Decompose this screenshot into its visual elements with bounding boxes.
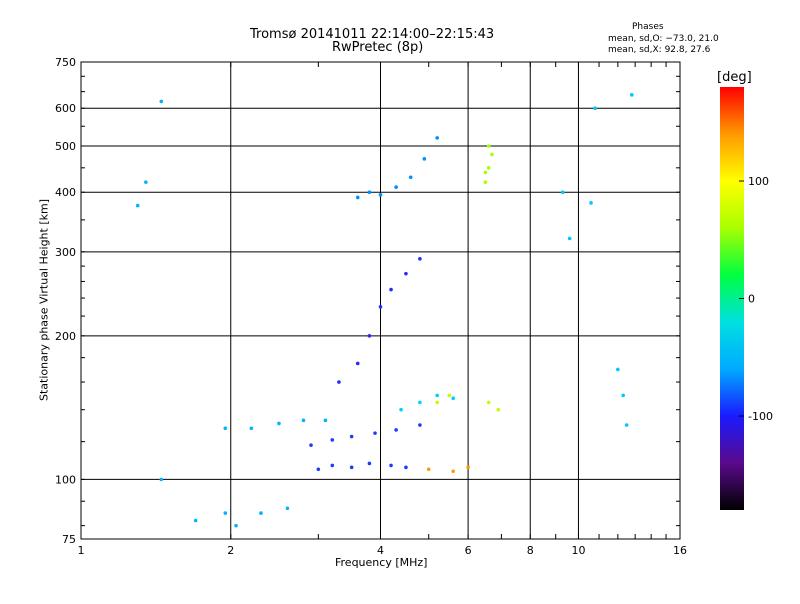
echo-point: [234, 523, 238, 528]
echo-point: [144, 180, 148, 184]
x-tick-label: 4: [377, 544, 384, 557]
y-tick-label: 200: [55, 330, 76, 343]
echo-point: [466, 465, 470, 470]
y-tick-label: 500: [55, 140, 76, 153]
x-tick-label: 6: [465, 544, 472, 557]
echo-point: [616, 367, 620, 372]
colorbar-tick-label: 0: [748, 293, 755, 306]
echo-point: [378, 193, 383, 197]
echo-point: [621, 393, 625, 398]
echo-point: [418, 257, 422, 261]
echo-point: [496, 407, 501, 412]
echo-point: [378, 305, 383, 309]
echo-point: [435, 393, 439, 398]
echo-point: [259, 511, 263, 515]
echo-point: [451, 396, 455, 400]
echo-point: [394, 185, 398, 189]
echo-point: [486, 400, 491, 405]
phases-heading: Phases: [632, 22, 664, 32]
colorbar-unit-label: [deg]: [717, 70, 752, 85]
echo-point: [447, 393, 452, 398]
echo-point: [435, 136, 439, 140]
echo-point: [389, 287, 393, 292]
echo-point: [404, 271, 408, 276]
echo-point: [490, 152, 494, 157]
echo-point: [389, 463, 393, 468]
echo-point: [418, 400, 422, 405]
echo-point: [193, 518, 198, 523]
echo-point: [589, 201, 593, 205]
echo-point: [560, 190, 565, 195]
echo-point: [404, 465, 408, 470]
y-tick-label: 300: [55, 246, 76, 259]
y-tick-label: 400: [55, 186, 76, 199]
echo-point: [349, 434, 354, 439]
echo-point: [367, 334, 372, 338]
echo-point: [367, 461, 372, 466]
echo-point: [159, 477, 164, 482]
echo-point: [394, 428, 398, 432]
echo-point: [629, 93, 634, 97]
colorbar-tick-label: 100: [748, 175, 769, 188]
y-axis-label: Stationary phase Virtual Height [km]: [37, 198, 51, 402]
phases-x-stats: mean, sd,X: 92.8, 27.6: [608, 45, 711, 55]
x-tick-label: 16: [673, 544, 687, 557]
x-tick-label: 8: [527, 544, 534, 557]
y-tick-label: 75: [62, 533, 76, 546]
y-tick-label: 600: [55, 102, 76, 115]
echo-point: [418, 423, 422, 427]
echo-point: [309, 443, 313, 447]
echo-point: [451, 469, 455, 474]
echo-point: [249, 426, 254, 431]
chart-subtitle: RwPretec (8p): [332, 40, 424, 55]
echo-point: [349, 465, 354, 470]
echo-point: [355, 195, 360, 200]
echo-point: [567, 236, 572, 241]
echo-point: [408, 175, 413, 180]
echo-point: [486, 166, 491, 170]
echo-point: [301, 418, 306, 423]
echo-point: [323, 418, 328, 423]
echo-point: [330, 438, 335, 442]
echo-point: [435, 400, 439, 405]
echo-point: [483, 170, 488, 175]
y-tick-label: 100: [55, 473, 76, 486]
x-tick-label: 1: [78, 544, 85, 557]
x-tick-label: 2: [227, 544, 234, 557]
echo-point: [399, 407, 403, 412]
echo-point: [337, 380, 341, 384]
echo-point: [223, 426, 228, 431]
x-axis-label: Frequency [MHz]: [335, 556, 428, 569]
echo-point: [624, 423, 629, 427]
colorbar-tick-label: -100: [748, 410, 773, 423]
y-tick-label: 750: [55, 56, 76, 69]
echo-point: [355, 361, 360, 366]
echo-point: [223, 511, 228, 515]
echo-point: [422, 157, 427, 161]
echo-point: [593, 106, 597, 111]
echo-point: [159, 99, 164, 104]
chart-title: Tromsø 20141011 22:14:00–22:15:43: [250, 27, 495, 42]
echo-point: [367, 190, 372, 195]
phases-o-stats: mean, sd,O: −73.0, 21.0: [608, 34, 719, 44]
echo-point: [277, 421, 281, 426]
echo-point: [486, 144, 491, 148]
echo-point: [426, 467, 431, 472]
echo-point: [373, 431, 377, 435]
echo-point: [483, 180, 488, 184]
x-tick-label: 10: [571, 544, 585, 557]
echo-point: [135, 203, 140, 208]
echo-point: [285, 506, 290, 511]
echo-point: [316, 467, 321, 472]
echo-point: [330, 463, 335, 468]
